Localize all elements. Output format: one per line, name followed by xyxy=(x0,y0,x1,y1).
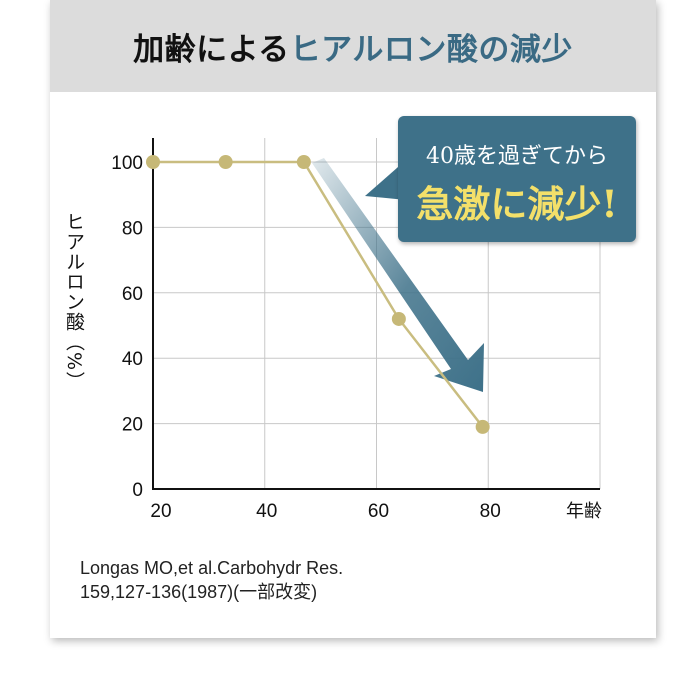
chart-title: 加齢によるヒアルロン酸の減少 xyxy=(133,24,573,69)
callout-line1: 40歳を過ぎてから xyxy=(426,144,608,169)
y-tick-label: 100 xyxy=(111,153,143,174)
callout-box: 40歳を過ぎてから 急激に減少! xyxy=(398,116,636,242)
decline-arrow-icon xyxy=(312,158,484,392)
data-point xyxy=(218,155,233,169)
callout-pointer xyxy=(365,160,406,200)
source-line2: 159,127-136(1987)(一部改変) xyxy=(80,582,318,602)
chart-card: 加齢によるヒアルロン酸の減少 xyxy=(50,0,656,638)
y-tick-label: 20 xyxy=(122,415,143,436)
source-citation: Longas MO,et al.Carbohydr Res. 159,127-1… xyxy=(80,556,343,604)
data-point xyxy=(296,155,311,169)
x-tick-label: 60 xyxy=(368,501,389,522)
callout-line2: 急激に減少! xyxy=(416,182,618,226)
x-tick-label: 20 xyxy=(150,501,171,522)
title-bar: 加齢によるヒアルロン酸の減少 xyxy=(50,0,656,92)
title-part2: ヒアルロン酸の減少 xyxy=(289,31,573,68)
y-tick-label: 0 xyxy=(132,480,143,501)
x-tick-label: 80 xyxy=(480,501,501,522)
y-tick-label: 60 xyxy=(122,284,143,305)
y-axis-label: ヒアルロン酸（%） xyxy=(63,212,85,392)
source-line1: Longas MO,et al.Carbohydr Res. xyxy=(80,558,344,578)
x-tick-label: 40 xyxy=(256,501,277,522)
title-part1: 加齢による xyxy=(133,31,290,68)
y-tick-label: 40 xyxy=(122,349,143,370)
arrow-shape xyxy=(312,158,484,392)
data-point xyxy=(475,419,490,434)
data-point xyxy=(146,155,160,169)
x-axis-label: 年齢 xyxy=(566,501,602,522)
y-tick-label: 80 xyxy=(122,218,143,239)
data-point xyxy=(391,311,406,326)
